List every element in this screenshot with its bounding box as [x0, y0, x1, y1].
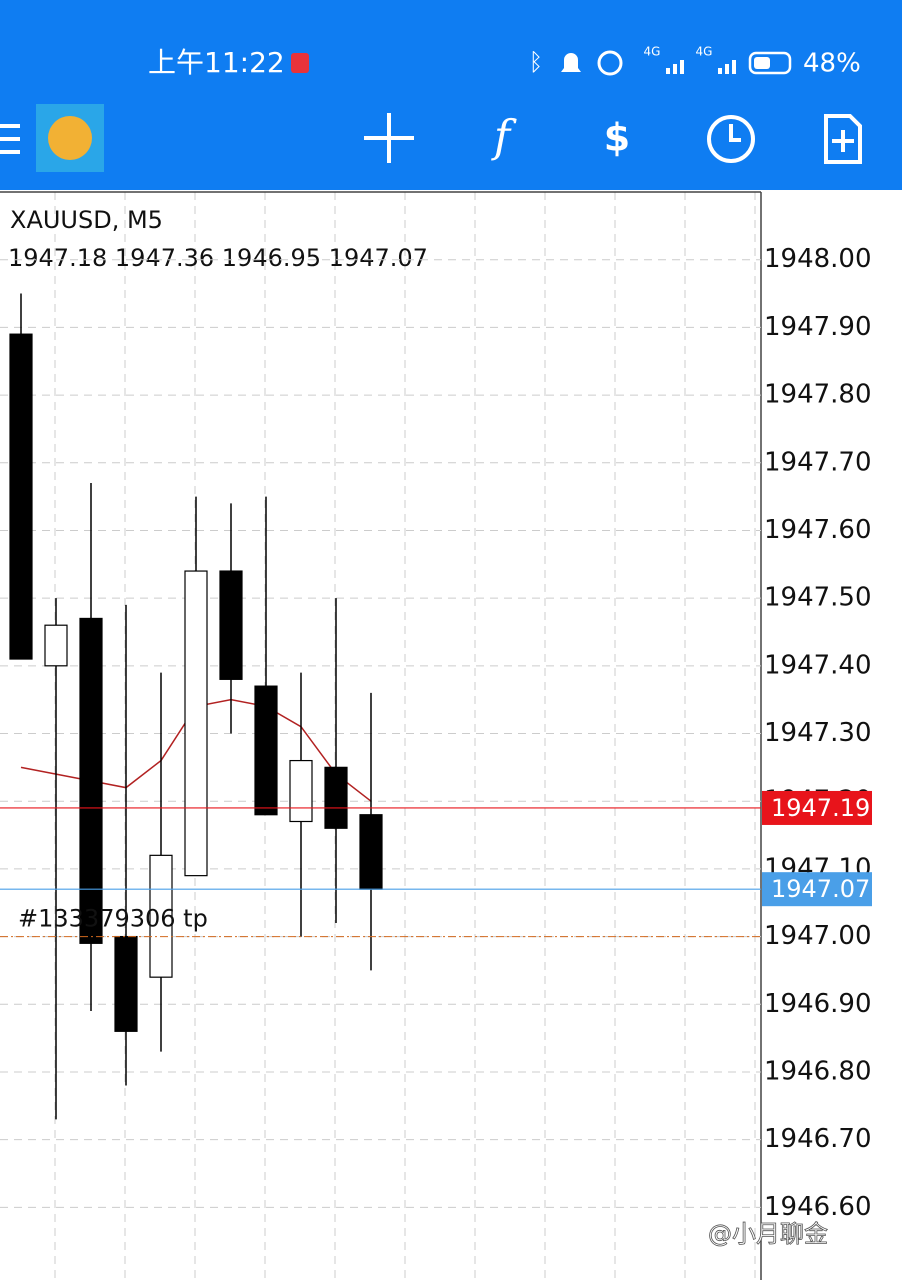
signal-1 [666, 60, 684, 74]
y-tick-label: 1946.60 [764, 1192, 872, 1222]
clock: 上午11:22 [148, 46, 285, 79]
battery-text: 48% [803, 49, 861, 79]
bear-candle-body [254, 685, 278, 816]
y-tick-label: 1946.70 [764, 1124, 872, 1154]
y-tick-label: 1947.60 [764, 515, 872, 545]
trade-button[interactable]: $ [604, 116, 630, 160]
plus-icon [832, 130, 854, 152]
network-2: 4G [696, 45, 713, 59]
symbol-title: XAUUSD, M5 [10, 206, 163, 234]
y-tick-label: 1947.30 [764, 718, 872, 748]
crosshair-button[interactable] [364, 113, 414, 163]
bear-candle-body [9, 333, 33, 660]
signal-2 [718, 60, 736, 74]
y-tick-label: 1946.90 [764, 989, 872, 1019]
bear-candle-body [219, 570, 243, 680]
bear-candle-body [359, 814, 383, 890]
y-tick-label: 1947.70 [764, 447, 872, 477]
bull-candle-body [149, 854, 173, 978]
new-order-button[interactable] [824, 114, 862, 164]
bull-candle-body [44, 624, 68, 667]
alarm-icon [597, 50, 623, 76]
ask-line-tag [762, 872, 872, 907]
ohlc-text: 1947.18 1947.36 1946.95 1947.07 [8, 244, 428, 272]
network-1: 4G [644, 45, 661, 59]
y-tick-label: 1947.50 [764, 583, 872, 613]
ohlc-close: 1947.07 [329, 244, 428, 272]
bell-icon [561, 53, 581, 72]
watermark: @小月聊金 [708, 1220, 828, 1248]
bid-line-tag [762, 790, 872, 825]
clock-hands [729, 124, 741, 142]
y-tick-label: 1947.80 [764, 380, 872, 410]
bear-candle-body [114, 935, 138, 1032]
battery-level [754, 57, 770, 69]
notification-icon [291, 53, 309, 73]
ohlc-low: 1946.95 [222, 244, 321, 272]
bear-candle-body [79, 617, 103, 944]
bull-candle-body [289, 759, 313, 823]
chart-area [0, 190, 902, 1280]
menu-button[interactable] [0, 124, 20, 154]
y-tick-label: 1947.00 [764, 921, 872, 951]
bull-candle-body [184, 570, 208, 877]
y-tick-label: 1946.80 [764, 1056, 872, 1086]
bear-candle-body [324, 766, 348, 829]
bluetooth-icon: ᛒ [529, 48, 543, 76]
tp-label: #133379306 tp [18, 905, 208, 933]
battery-icon [748, 51, 792, 75]
ask-line-label: 1947.07 [771, 875, 870, 903]
y-tick-label: 1947.90 [764, 312, 872, 342]
bid-line-label: 1947.19 [771, 794, 870, 822]
ohlc-high: 1947.36 [115, 244, 214, 272]
app-logo-mark [48, 116, 92, 160]
ohlc-open: 1947.18 [8, 244, 107, 272]
y-tick-label: 1947.40 [764, 650, 872, 680]
timeframe-button[interactable] [707, 115, 755, 163]
y-tick-label: 1948.00 [764, 244, 872, 274]
header [0, 0, 902, 190]
